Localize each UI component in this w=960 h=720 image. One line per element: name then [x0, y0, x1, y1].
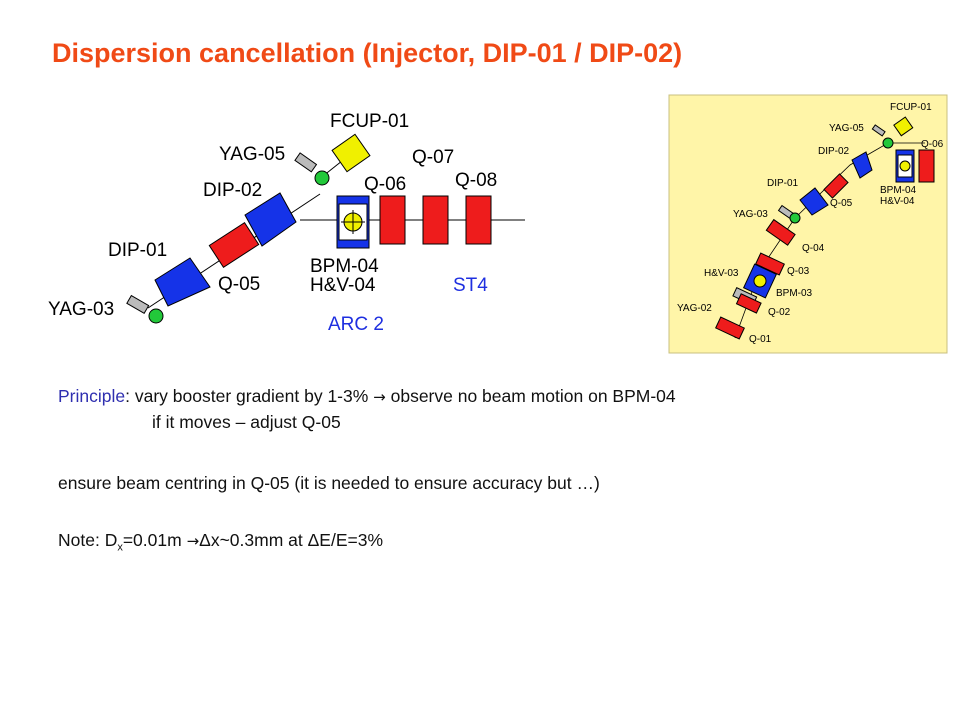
inset-yag03-screen	[789, 212, 801, 224]
inset-label-bpm04: BPM-04	[880, 185, 917, 196]
label-q08: Q-08	[455, 170, 497, 191]
page-title: Dispersion cancellation (Injector, DIP-0…	[52, 38, 683, 68]
label-q05: Q-05	[218, 274, 260, 295]
inset-label-q01: Q-01	[749, 334, 772, 345]
inset-label-fcup01: FCUP-01	[890, 102, 932, 113]
inset-label-bpm03: BPM-03	[776, 288, 813, 299]
note-line: Note: Dx=0.01m →Δx~0.3mm at ΔE/E=3%	[58, 530, 383, 554]
inset-label-dip02: DIP-02	[818, 146, 850, 157]
inset-label-q02: Q-02	[768, 307, 791, 318]
arrow-icon: →	[373, 388, 386, 406]
inset-label-hv04: H&V-04	[880, 196, 915, 207]
q07-quad	[422, 195, 449, 245]
inset-label-yag03: YAG-03	[733, 209, 768, 220]
label-yag03: YAG-03	[48, 299, 114, 320]
principle-text-b: observe no beam motion on BPM-04	[385, 386, 676, 406]
bpm04-element	[336, 195, 370, 249]
inset-q06	[918, 149, 935, 183]
inset-background	[668, 94, 948, 354]
inset-label-q04: Q-04	[802, 243, 825, 254]
inset-dip02	[851, 151, 873, 179]
label-q07: Q-07	[412, 147, 454, 168]
inset-q05	[823, 173, 849, 199]
label-arc2: ARC 2	[328, 314, 384, 335]
note-arrow-icon: →	[186, 532, 200, 550]
dip02-magnet	[244, 192, 297, 247]
yag05-element	[294, 152, 330, 186]
note-text-b: =0.01m	[122, 530, 187, 550]
inset-yag05	[871, 124, 886, 137]
inset-dip01	[799, 187, 829, 216]
note-text-a: Note: D	[58, 530, 118, 550]
label-dip01: DIP-01	[108, 240, 167, 261]
q08-quad	[465, 195, 492, 245]
yag03-element	[126, 294, 164, 324]
inset-label-hv03: H&V-03	[704, 268, 739, 279]
note-text-c: Δx~0.3mm at ΔE/E=3%	[199, 530, 384, 550]
note-subscript: x	[117, 541, 123, 554]
dip01-magnet	[154, 257, 211, 307]
inset-label-yag05: YAG-05	[829, 123, 864, 134]
label-hv04: H&V-04	[310, 275, 376, 296]
inset-label-dip01: DIP-01	[767, 178, 799, 189]
label-bpm04: BPM-04	[310, 256, 379, 277]
inset-label-q05: Q-05	[830, 198, 853, 209]
label-dip02: DIP-02	[203, 180, 262, 201]
centring-line: ensure beam centring in Q-05 (it is need…	[58, 473, 600, 493]
principle-line-2: if it moves – adjust Q-05	[152, 412, 341, 432]
label-st4: ST4	[453, 275, 488, 296]
inset-diagram: FCUP-01 YAG-05 Q-06 DIP-02 BPM-04 H&V-04…	[668, 94, 948, 354]
inset-label-q03: Q-03	[787, 266, 810, 277]
q06-quad	[379, 195, 406, 245]
principle-label: Principle	[58, 386, 126, 406]
inset-fcup01	[893, 116, 914, 137]
inset-label-q06: Q-06	[921, 139, 944, 150]
label-fcup01: FCUP-01	[330, 111, 409, 132]
inset-q02	[735, 293, 762, 314]
inset-q04	[765, 218, 796, 246]
fcup01-element	[331, 133, 371, 173]
inset-yag05-screen	[882, 137, 894, 149]
principle-text-a: : vary booster gradient by 1-3%	[125, 386, 374, 406]
inset-q01	[715, 316, 745, 340]
label-q06: Q-06	[364, 174, 406, 195]
principle-line: Principle: vary booster gradient by 1-3%…	[58, 386, 676, 407]
q05-quad	[208, 221, 260, 269]
label-yag05: YAG-05	[219, 144, 285, 165]
inset-label-yag02: YAG-02	[677, 303, 712, 314]
inset-q03	[755, 252, 785, 276]
